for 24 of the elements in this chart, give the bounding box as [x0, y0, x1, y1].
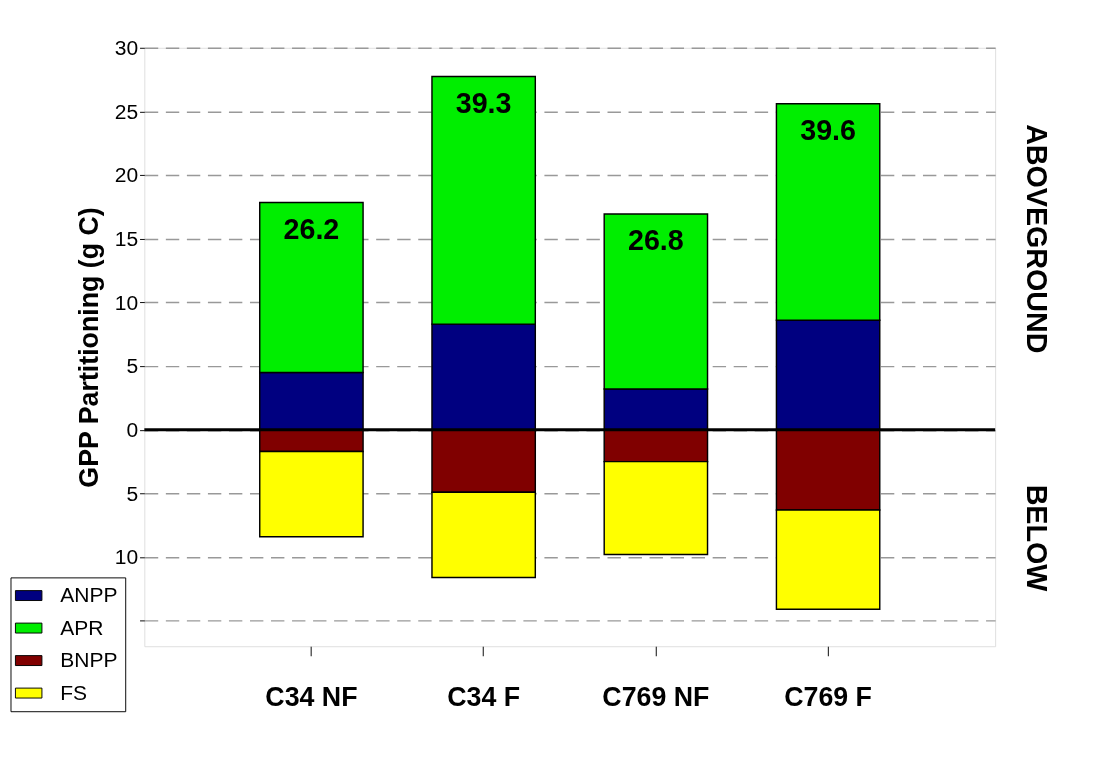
text: BELOW	[1020, 484, 1053, 593]
legend-label: ANPP	[60, 583, 118, 607]
x-tick-label: C769 F	[784, 681, 872, 712]
y-tick-label: 25	[114, 99, 139, 123]
y-tick-label: 30	[114, 35, 139, 59]
x-tick-label: C34 F	[447, 681, 521, 712]
y-tick-label: 5	[126, 481, 139, 505]
annotation: 26.8	[627, 224, 684, 257]
x-tick-label: C769 NF	[602, 681, 710, 712]
legend-label: BNPP	[60, 648, 118, 672]
legend-label: APR	[60, 615, 104, 639]
y-tick-label: 10	[114, 290, 139, 314]
legend-label: FS	[60, 680, 88, 704]
y-tick-label: 0	[126, 417, 139, 441]
x-tick-label: C34 NF	[265, 681, 358, 712]
text: ABOVEGROUND	[1020, 124, 1053, 354]
annotation: 39.6	[800, 114, 856, 147]
y-tick-label: 15	[114, 226, 139, 250]
annotation: 39.3	[455, 86, 512, 119]
y-tick-label: 20	[114, 163, 139, 187]
annotation: 26.2	[283, 212, 340, 245]
y-tick-label: 5	[126, 354, 139, 378]
y-tick-label: 10	[114, 545, 139, 569]
y-axis-title: GPP Partitioning (g C)	[73, 207, 104, 488]
